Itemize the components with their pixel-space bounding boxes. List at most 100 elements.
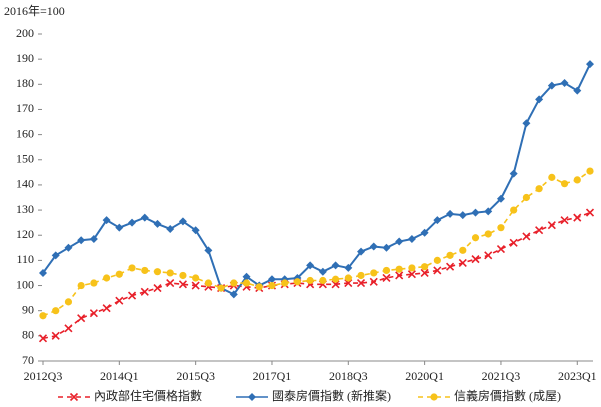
y-tick-label: 190 — [16, 51, 34, 65]
marker — [306, 276, 314, 285]
marker — [421, 263, 429, 271]
y-tick-label: 160 — [16, 126, 34, 140]
legend-marker — [69, 392, 79, 402]
marker — [535, 95, 544, 104]
marker — [77, 236, 86, 245]
series — [39, 60, 594, 299]
x-tick-label: 2012Q3 — [24, 369, 63, 383]
marker — [585, 208, 595, 217]
marker — [115, 296, 124, 305]
marker — [293, 278, 302, 286]
marker — [446, 251, 454, 259]
marker — [573, 86, 582, 95]
marker — [178, 217, 187, 226]
marker — [191, 281, 200, 290]
marker — [128, 218, 137, 227]
marker — [407, 270, 416, 279]
marker — [39, 268, 47, 277]
marker — [267, 275, 276, 284]
marker — [382, 266, 391, 275]
marker — [522, 119, 531, 128]
marker — [153, 283, 162, 293]
marker — [331, 275, 340, 283]
marker — [509, 238, 518, 247]
x-tick-label: 2018Q3 — [329, 369, 368, 383]
marker — [433, 216, 442, 225]
marker — [128, 264, 136, 272]
marker — [166, 278, 175, 288]
marker — [319, 276, 327, 285]
legend-marker — [69, 392, 79, 402]
marker — [395, 271, 404, 280]
legend-marker — [430, 393, 438, 401]
legend-item: 國泰房價指數 (新推案) — [236, 388, 391, 403]
marker — [446, 262, 455, 271]
marker — [408, 264, 416, 272]
marker — [433, 256, 441, 264]
marker — [458, 211, 467, 220]
marker — [318, 267, 327, 276]
marker — [89, 309, 98, 318]
y-axis-label: 2016年=100 — [4, 4, 65, 18]
y-tick-label: 200 — [16, 26, 34, 40]
series-line — [42, 211, 591, 340]
marker — [522, 232, 531, 241]
marker — [496, 194, 505, 203]
legend-label: 信義房價指數 (成屋) — [454, 388, 561, 403]
y-tick-label: 100 — [16, 277, 34, 291]
marker — [484, 207, 493, 216]
marker — [64, 324, 73, 333]
x-tick-label: 2021Q3 — [482, 369, 521, 383]
marker — [420, 268, 429, 278]
series — [39, 167, 594, 320]
marker — [179, 271, 187, 280]
marker — [560, 216, 569, 225]
marker — [255, 283, 263, 291]
marker — [166, 224, 175, 233]
y-tick-label: 120 — [16, 227, 34, 241]
marker — [102, 216, 111, 225]
marker — [471, 255, 480, 264]
marker — [204, 246, 213, 255]
marker — [64, 298, 73, 306]
marker — [281, 279, 289, 287]
marker — [38, 334, 48, 343]
marker — [51, 331, 60, 340]
marker — [89, 235, 98, 244]
marker — [369, 277, 378, 286]
marker — [77, 281, 85, 290]
marker — [192, 274, 200, 282]
y-tick-label: 140 — [16, 177, 34, 191]
marker — [586, 167, 594, 175]
marker — [407, 235, 416, 244]
marker — [39, 312, 47, 320]
marker — [509, 169, 518, 178]
marker — [548, 173, 556, 181]
legend-label: 國泰房價指數 (新推案) — [272, 388, 391, 403]
y-tick-label: 90 — [22, 302, 34, 316]
marker — [510, 206, 518, 214]
marker — [484, 251, 493, 260]
marker — [356, 278, 366, 288]
y-tick-label: 180 — [16, 76, 34, 90]
marker — [153, 219, 162, 228]
marker — [103, 274, 111, 282]
marker — [471, 234, 480, 242]
marker — [357, 247, 366, 256]
marker — [127, 291, 137, 300]
legend-item: 內政部住宅價格指數 — [58, 388, 202, 403]
marker — [166, 269, 174, 277]
marker — [242, 272, 251, 281]
marker — [459, 246, 467, 254]
series-line — [42, 63, 591, 296]
marker — [77, 314, 86, 323]
marker — [560, 79, 569, 88]
x-tick-label: 2020Q1 — [405, 369, 444, 383]
marker — [357, 271, 365, 280]
marker — [141, 266, 149, 275]
x-tick-label: 2015Q3 — [176, 369, 215, 383]
marker — [382, 273, 391, 283]
marker — [331, 261, 340, 270]
marker — [51, 251, 60, 260]
x-tick-label: 2017Q1 — [253, 369, 292, 383]
